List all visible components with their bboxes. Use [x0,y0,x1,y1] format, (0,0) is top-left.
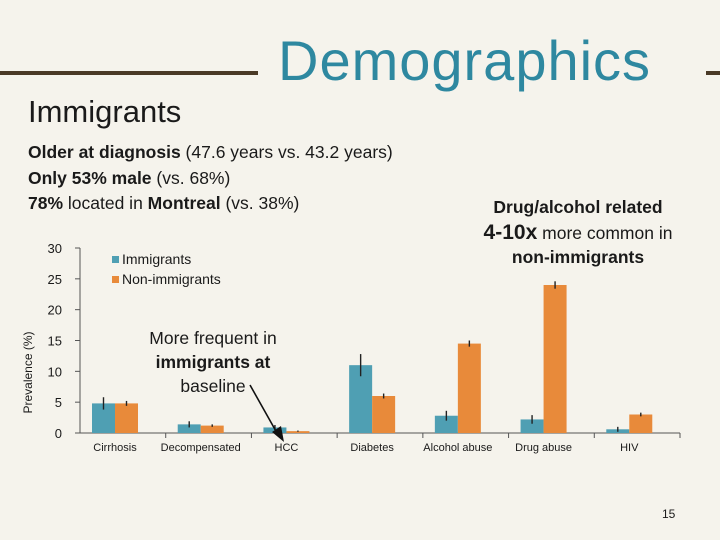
category-label: Cirrhosis [93,442,137,454]
title-rule-left [0,71,258,75]
y-tick-label: 0 [55,426,62,441]
bar-non-immigrants [200,425,224,433]
bar-immigrants [92,403,115,433]
category-label: Alcohol abuse [423,442,492,454]
bar-non-immigrants [543,285,567,433]
bar-non-immigrants [286,431,310,433]
bullet-list: Older at diagnosis (47.6 years vs. 43.2 … [28,140,393,217]
bar-non-immigrants [372,396,396,433]
bar-immigrants [434,415,458,433]
y-tick-label: 5 [55,395,62,410]
legend-entry: Immigrants [122,251,191,267]
arrow-head [272,426,284,442]
bullet-sex: Only 53% male (vs. 68%) [28,167,231,188]
bar-immigrants [177,424,201,433]
bar-non-immigrants [115,403,138,433]
bullet-age: Older at diagnosis (47.6 years vs. 43.2 … [28,142,393,162]
slide-title: Demographics [278,29,652,92]
bar-immigrants [349,365,373,433]
bullet-location: 78% located in Montreal (vs. 38%) [28,193,300,213]
category-label: Drug abuse [515,442,572,454]
category-label: Decompensated [161,442,241,454]
y-tick-label: 10 [48,364,62,379]
title-rule-right [706,71,720,75]
category-label: HCC [275,442,299,454]
legend-swatch [112,276,119,283]
y-axis-label: Prevalence (%) [21,331,35,413]
legend-entry: Non-immigrants [122,271,221,287]
bar-non-immigrants [629,414,653,433]
bar-non-immigrants [457,343,481,433]
category-label: Diabetes [350,442,394,454]
category-label: HIV [620,442,639,454]
slide-subtitle: Immigrants [28,94,182,129]
y-tick-label: 30 [48,241,62,256]
bar-immigrants [520,419,544,433]
y-tick-label: 20 [48,303,62,318]
drug-alcohol-callout: Drug/alcohol related 4-10x more common i… [483,197,673,267]
baseline-callout: More frequent in immigrants at baseline [149,328,277,396]
page-number: 15 [662,507,676,521]
y-tick-label: 15 [48,334,62,349]
arrow-line [249,384,278,434]
legend-swatch [112,256,119,263]
y-tick-label: 25 [48,272,62,287]
